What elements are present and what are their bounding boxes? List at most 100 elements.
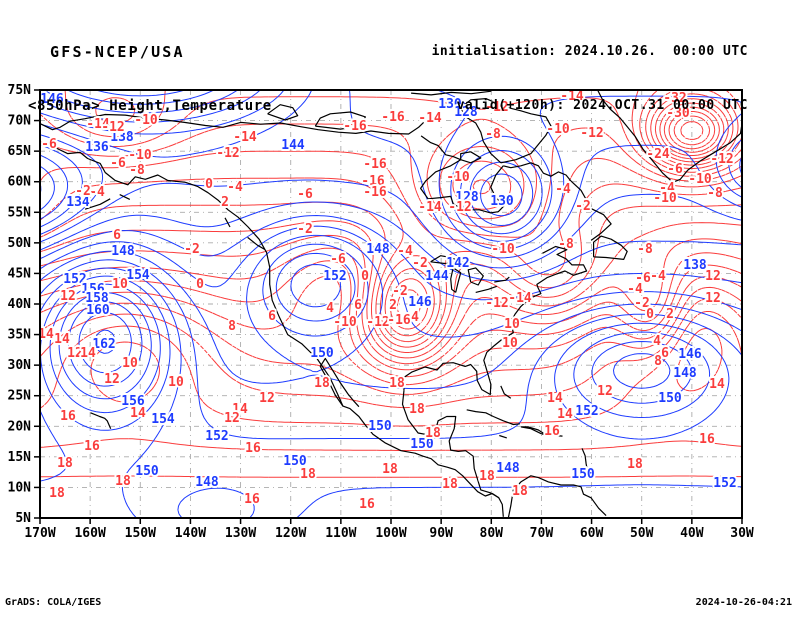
svg-text:-2: -2 <box>634 296 650 311</box>
svg-text:-16: -16 <box>361 174 385 189</box>
svg-text:12: 12 <box>104 372 120 387</box>
lon-tick-label: 80W <box>480 526 504 541</box>
svg-text:18: 18 <box>512 484 528 499</box>
lon-tick-label: 170W <box>24 526 55 541</box>
svg-text:156: 156 <box>81 282 105 297</box>
lon-tick-label: 140W <box>175 526 206 541</box>
svg-text:12: 12 <box>224 411 240 426</box>
svg-text:152: 152 <box>575 404 598 419</box>
lat-tick-label: 60N <box>8 175 32 190</box>
svg-text:10: 10 <box>504 317 520 332</box>
svg-text:160: 160 <box>86 303 110 318</box>
svg-text:152: 152 <box>713 476 736 491</box>
svg-text:-12: -12 <box>101 120 124 135</box>
svg-text:18: 18 <box>314 376 330 391</box>
svg-text:-4: -4 <box>650 269 666 284</box>
svg-text:138: 138 <box>110 130 134 145</box>
svg-text:152: 152 <box>63 272 86 287</box>
svg-text:-10: -10 <box>128 148 152 163</box>
svg-text:4: 4 <box>653 334 661 349</box>
svg-text:18: 18 <box>627 457 643 472</box>
lat-tick-label: 25N <box>8 389 32 404</box>
svg-text:130: 130 <box>438 97 462 112</box>
svg-text:-14: -14 <box>418 111 442 126</box>
lat-tick-label: 65N <box>8 144 32 159</box>
svg-text:0: 0 <box>196 277 204 292</box>
svg-text:-6: -6 <box>41 137 57 152</box>
svg-text:-12: -12 <box>448 200 471 215</box>
coastlines <box>40 90 742 518</box>
lon-tick-label: 50W <box>630 526 654 541</box>
svg-text:4: 4 <box>411 310 419 325</box>
svg-text:150: 150 <box>410 437 434 452</box>
svg-text:16: 16 <box>84 439 100 454</box>
svg-text:148: 148 <box>195 475 219 490</box>
svg-text:-16: -16 <box>343 119 367 134</box>
svg-text:-8: -8 <box>129 163 145 178</box>
svg-text:-4: -4 <box>397 244 413 259</box>
contour-labels: 1461381361341481521561581601621541441301… <box>36 87 739 514</box>
svg-text:-10: -10 <box>653 191 677 206</box>
lon-tick-label: 150W <box>125 526 156 541</box>
svg-text:-32: -32 <box>663 91 686 106</box>
svg-text:16: 16 <box>60 409 76 424</box>
svg-text:144: 144 <box>281 138 305 153</box>
svg-text:-14: -14 <box>233 130 257 145</box>
svg-text:-12: -12 <box>580 126 603 141</box>
svg-text:148: 148 <box>673 366 697 381</box>
svg-text:-12: -12 <box>366 315 389 330</box>
lat-tick-label: 45N <box>8 266 32 281</box>
svg-text:14: 14 <box>232 402 248 417</box>
svg-text:14: 14 <box>557 407 573 422</box>
lat-tick-label: 70N <box>8 114 32 129</box>
svg-text:18: 18 <box>49 486 65 501</box>
temperature-contours <box>40 90 742 478</box>
svg-text:146: 146 <box>408 295 432 310</box>
svg-text:-2: -2 <box>184 242 200 257</box>
svg-text:18: 18 <box>300 467 316 482</box>
svg-text:152: 152 <box>323 269 346 284</box>
svg-text:12: 12 <box>705 269 721 284</box>
svg-text:4: 4 <box>326 301 334 316</box>
svg-text:-10: -10 <box>491 242 515 257</box>
svg-text:-4: -4 <box>627 282 643 297</box>
height-contours <box>40 90 742 518</box>
svg-text:152: 152 <box>205 429 228 444</box>
plot-header-left: GFS-NCEP/USA <850hPa> Height,Temperature <box>28 7 272 151</box>
svg-text:150: 150 <box>368 419 392 434</box>
lon-tick-label: 30W <box>730 526 754 541</box>
svg-text:0: 0 <box>205 177 213 192</box>
svg-text:18: 18 <box>115 474 131 489</box>
svg-text:6: 6 <box>268 309 276 324</box>
svg-text:-12: -12 <box>485 296 508 311</box>
lat-tick-label: 40N <box>8 297 32 312</box>
svg-text:-4: -4 <box>89 185 105 200</box>
svg-text:14: 14 <box>547 391 563 406</box>
lat-tick-label: 30N <box>8 358 32 373</box>
svg-text:-6: -6 <box>297 187 313 202</box>
svg-text:-8: -8 <box>485 127 501 142</box>
lon-tick-label: 60W <box>580 526 604 541</box>
svg-text:-4: -4 <box>555 182 571 197</box>
axis-labels: 75N70N65N60N55N50N45N40N35N30N25N20N15N1… <box>8 83 754 541</box>
svg-text:148: 148 <box>111 244 135 259</box>
svg-text:136: 136 <box>85 140 109 155</box>
svg-text:-4: -4 <box>659 181 675 196</box>
svg-text:-16: -16 <box>381 110 405 125</box>
svg-text:16: 16 <box>244 492 260 507</box>
svg-text:150: 150 <box>283 454 307 469</box>
plot-header-right: initialisation: 2024.10.26. 00:00 UTC va… <box>432 7 748 151</box>
svg-text:-2: -2 <box>392 284 408 299</box>
svg-text:-10: -10 <box>134 113 158 128</box>
lon-tick-label: 40W <box>680 526 704 541</box>
svg-text:-4: -4 <box>227 180 243 195</box>
svg-text:-14: -14 <box>508 291 532 306</box>
svg-text:8: 8 <box>654 354 662 369</box>
svg-text:158: 158 <box>85 291 109 306</box>
svg-text:162: 162 <box>92 337 115 352</box>
svg-text:-16: -16 <box>387 313 411 328</box>
lat-tick-label: 55N <box>8 205 32 220</box>
svg-text:-10: -10 <box>546 122 570 137</box>
svg-text:-10: -10 <box>333 315 357 330</box>
